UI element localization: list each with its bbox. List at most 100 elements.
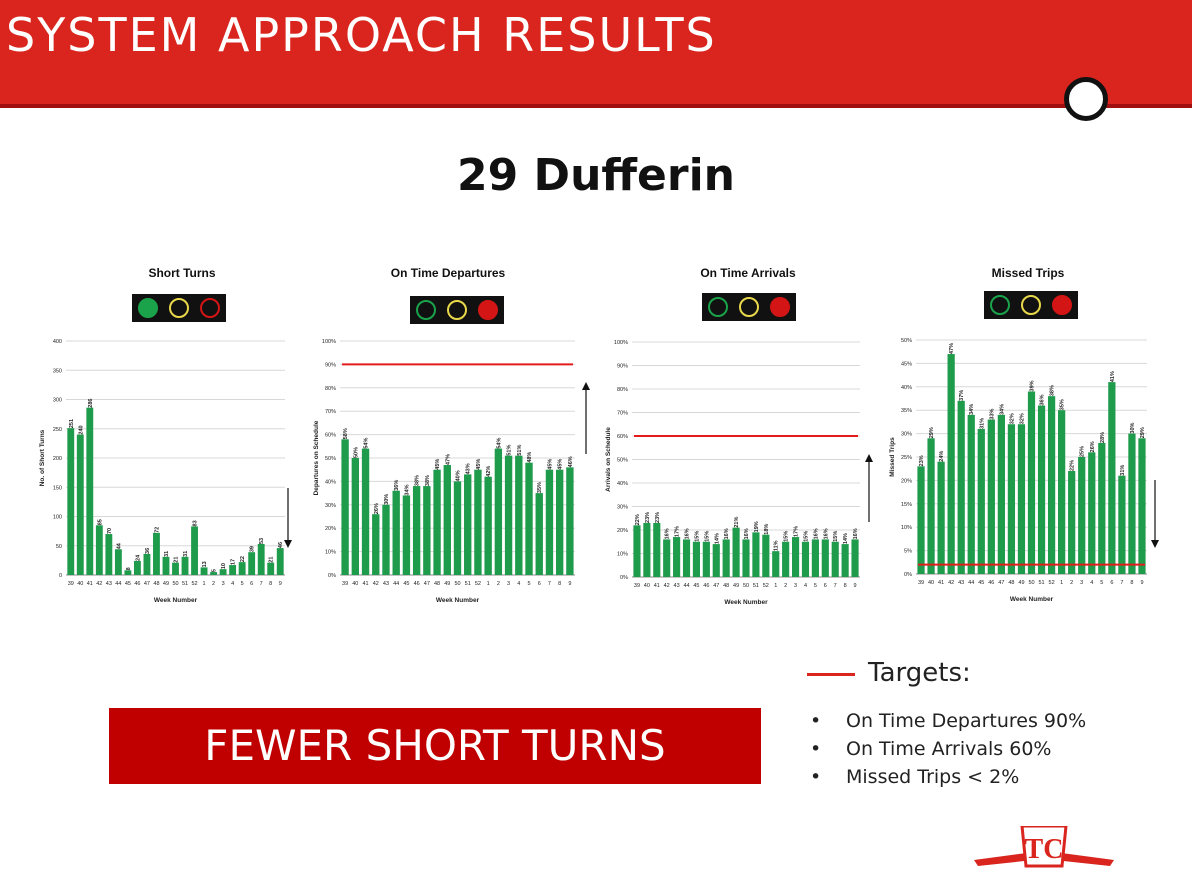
bar (76, 434, 84, 575)
x-axis-title: Week Number (1010, 596, 1054, 603)
data-label: 31 (164, 551, 170, 557)
x-tick-label: 43 (674, 583, 680, 589)
yellow-lamp-icon (739, 297, 759, 317)
bar (732, 527, 740, 577)
red-lamp-icon (770, 297, 790, 317)
data-label: 53 (259, 538, 265, 544)
x-tick-label: 4 (517, 581, 520, 587)
bar (811, 539, 819, 577)
data-label: 21% (734, 517, 740, 528)
data-label: 33% (989, 408, 995, 419)
bar (673, 537, 681, 577)
x-tick-label: 9 (1140, 580, 1143, 586)
data-label: 240 (78, 425, 84, 434)
x-tick-label: 49 (1018, 580, 1024, 586)
x-tick-label: 6 (538, 581, 541, 587)
data-label: 44 (116, 542, 122, 549)
data-label: 85 (97, 519, 103, 525)
data-label: 23% (655, 512, 661, 523)
red-lamp-icon (478, 300, 498, 320)
signal-light-on-time-arrivals (702, 293, 796, 321)
x-tick-label: 1 (487, 581, 490, 587)
bar (433, 469, 441, 575)
y-tick-label: 0% (328, 573, 336, 579)
x-tick-label: 46 (988, 580, 994, 586)
bar (841, 544, 849, 577)
data-label: 35% (1060, 399, 1066, 410)
data-label: 46 (278, 542, 284, 548)
data-label: 16% (685, 528, 691, 539)
ttc-logo-icon: TC (974, 826, 1114, 868)
data-label: 38% (1050, 385, 1056, 396)
data-label: 46% (568, 456, 574, 467)
bar (752, 532, 760, 577)
x-tick-label: 6 (824, 583, 827, 589)
target-item-text: On Time Arrivals 60% (846, 738, 1052, 760)
bar (124, 570, 132, 575)
bar (200, 567, 208, 575)
x-tick-label: 3 (794, 583, 797, 589)
y-tick-label: 50 (56, 544, 62, 550)
bar (987, 419, 995, 574)
data-label: 39 (250, 546, 256, 552)
data-label: 30% (1130, 422, 1136, 433)
bar (153, 532, 160, 575)
bar (86, 407, 94, 575)
data-label: 14% (843, 533, 849, 544)
data-label: 16% (744, 528, 750, 539)
data-label: 24 (135, 554, 141, 561)
y-tick-label: 40% (617, 481, 628, 487)
x-tick-label: 43 (383, 581, 389, 587)
bar (772, 551, 780, 577)
target-legend-line (807, 673, 855, 676)
bar (172, 562, 179, 575)
x-tick-label: 47 (713, 583, 719, 589)
data-label: 47% (949, 343, 955, 354)
bar (947, 354, 955, 574)
bar (351, 458, 360, 575)
y-axis-title: Missed Trips (889, 437, 896, 477)
bar (162, 556, 170, 575)
data-label: 251 (69, 419, 75, 428)
data-label: 36% (1040, 394, 1046, 405)
bar (191, 526, 198, 575)
bar (566, 467, 574, 575)
bar (504, 455, 513, 575)
y-tick-label: 20% (325, 526, 336, 532)
bar (143, 553, 151, 575)
x-tick-label: 44 (115, 581, 121, 587)
bar (267, 562, 275, 575)
y-tick-label: 10% (901, 525, 912, 531)
x-tick-label: 2 (497, 581, 500, 587)
data-label: 22% (635, 514, 641, 525)
x-tick-label: 45 (693, 583, 699, 589)
data-label: 28% (1100, 432, 1106, 443)
chart-title-short-turns: Short Turns (148, 266, 216, 280)
x-tick-label: 2 (784, 583, 787, 589)
data-label: 32% (1009, 413, 1015, 424)
data-label: 48% (527, 452, 533, 463)
data-label: 70 (107, 528, 113, 534)
bar (997, 414, 1005, 574)
data-label: 34% (969, 404, 975, 415)
x-tick-label: 44 (393, 581, 399, 587)
x-tick-label: 52 (475, 581, 481, 587)
data-label: 37% (959, 390, 965, 401)
bar (977, 428, 985, 574)
bar (1098, 442, 1106, 574)
bar (181, 556, 189, 575)
bar (67, 428, 75, 575)
y-tick-label: 70% (617, 411, 628, 417)
yellow-lamp-icon (169, 298, 189, 318)
bar (210, 572, 218, 575)
y-tick-label: 80% (325, 386, 336, 392)
bar (1007, 424, 1016, 574)
data-label: 18% (764, 524, 770, 535)
y-tick-label: 90% (325, 362, 336, 368)
y-tick-label: 50% (901, 338, 912, 344)
x-tick-label: 47 (424, 581, 430, 587)
y-axis-title: Arrivals on Schedule (605, 427, 612, 492)
x-tick-label: 3 (507, 581, 510, 587)
data-label: 31% (1120, 465, 1126, 476)
data-label: 54% (496, 438, 502, 449)
